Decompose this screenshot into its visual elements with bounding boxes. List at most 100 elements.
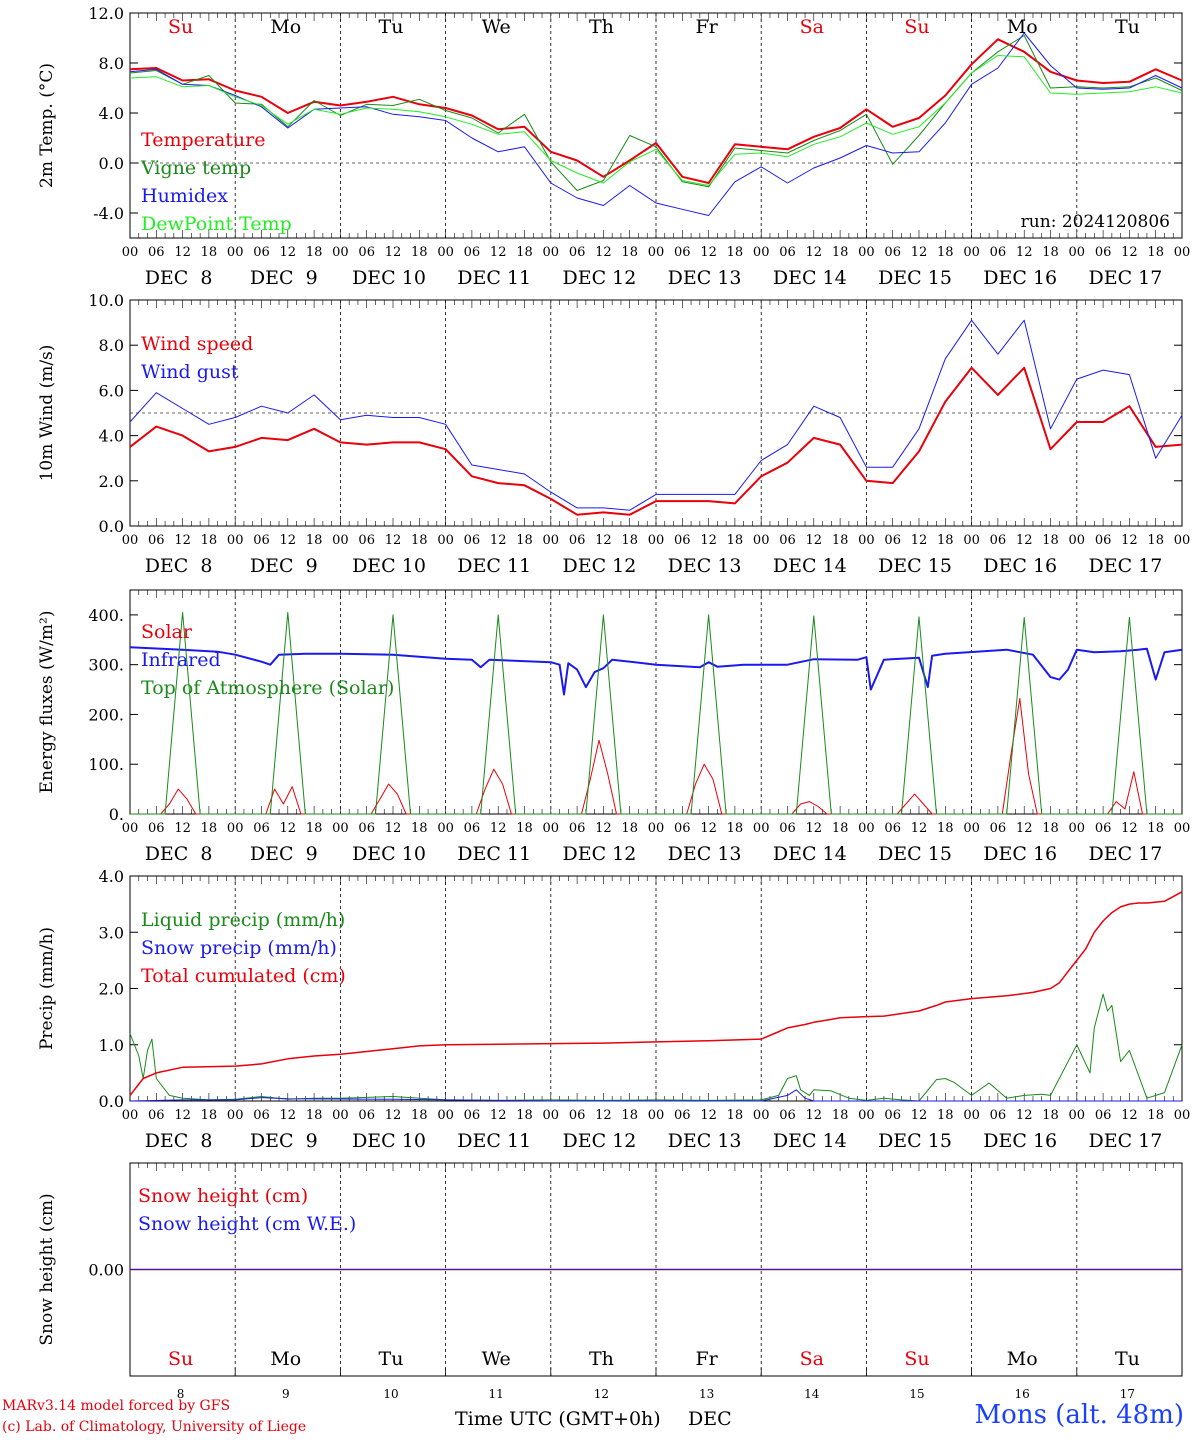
hour-tick-label: 00 bbox=[1174, 533, 1191, 548]
hour-tick-label: 18 bbox=[832, 821, 849, 836]
hour-tick-label: 06 bbox=[779, 245, 796, 260]
hour-tick-label: 18 bbox=[1042, 821, 1059, 836]
hour-tick-label: 06 bbox=[1095, 821, 1112, 836]
hour-tick-label: 00 bbox=[858, 533, 875, 548]
legend-entry: Temperature bbox=[141, 129, 265, 151]
hour-tick-label: 12 bbox=[280, 821, 297, 836]
hour-tick-label: 18 bbox=[1147, 1108, 1164, 1123]
series-line-3 bbox=[129, 891, 1183, 1096]
y-tick-label: 4.0 bbox=[99, 867, 124, 886]
date-label: DEC 14 bbox=[773, 555, 847, 577]
hour-tick-label: 12 bbox=[490, 533, 507, 548]
y-tick-label: 0. bbox=[109, 805, 124, 824]
hour-tick-label: 12 bbox=[700, 1108, 717, 1123]
hour-tick-label: 00 bbox=[963, 821, 980, 836]
hour-tick-label: 00 bbox=[753, 533, 770, 548]
hour-tick-label: 06 bbox=[569, 533, 586, 548]
hour-tick-label: 00 bbox=[227, 821, 244, 836]
day-number-label: 12 bbox=[594, 1387, 609, 1401]
hour-tick-label: 18 bbox=[411, 533, 428, 548]
hour-tick-label: 18 bbox=[411, 245, 428, 260]
weekday-label: Su bbox=[168, 16, 193, 38]
weekday-label: Mo bbox=[270, 1348, 301, 1370]
day-number-label: 16 bbox=[1015, 1387, 1030, 1401]
hour-tick-label: 06 bbox=[779, 533, 796, 548]
date-label: DEC 15 bbox=[878, 1130, 952, 1152]
hour-tick-label: 06 bbox=[884, 533, 901, 548]
hour-tick-label: 18 bbox=[832, 245, 849, 260]
hour-tick-label: 18 bbox=[411, 1108, 428, 1123]
hour-tick-label: 12 bbox=[174, 821, 191, 836]
legend-entry: Solar bbox=[141, 621, 193, 643]
hour-tick-label: 06 bbox=[674, 1108, 691, 1123]
day-number-label: 14 bbox=[804, 1387, 820, 1401]
hour-tick-label: 18 bbox=[201, 245, 218, 260]
hour-tick-label: 12 bbox=[700, 821, 717, 836]
hour-tick-label: 00 bbox=[963, 1108, 980, 1123]
y-tick-label: 3.0 bbox=[99, 923, 124, 942]
hour-tick-label: 06 bbox=[884, 1108, 901, 1123]
legend-entry: Vigne temp bbox=[140, 157, 251, 179]
hour-tick-label: 12 bbox=[806, 533, 823, 548]
hour-tick-label: 12 bbox=[1121, 533, 1138, 548]
hour-tick-label: 18 bbox=[1147, 245, 1164, 260]
hour-tick-label: 00 bbox=[753, 245, 770, 260]
hour-tick-label: 00 bbox=[1174, 245, 1191, 260]
hour-tick-label: 00 bbox=[1069, 245, 1086, 260]
hour-tick-label: 06 bbox=[569, 1108, 586, 1123]
date-label: DEC 12 bbox=[562, 267, 636, 289]
weekday-label: Tu bbox=[1115, 1348, 1140, 1370]
hour-tick-label: 06 bbox=[253, 533, 270, 548]
hour-tick-label: 18 bbox=[937, 821, 954, 836]
hour-tick-label: 06 bbox=[1095, 1108, 1112, 1123]
legend-entry: Humidex bbox=[141, 185, 228, 207]
date-label: DEC 10 bbox=[352, 267, 426, 289]
weekday-label: Th bbox=[589, 1348, 614, 1370]
hour-tick-label: 00 bbox=[963, 245, 980, 260]
y-tick-label: 0.0 bbox=[99, 1092, 124, 1111]
legend-entry: Liquid precip (mm/h) bbox=[141, 909, 345, 931]
legend-entry: Top of Atmosphere (Solar) bbox=[141, 677, 394, 699]
hour-tick-label: 00 bbox=[332, 821, 349, 836]
date-label: DEC 9 bbox=[250, 267, 318, 289]
weekday-label: Mo bbox=[1007, 1348, 1038, 1370]
y-tick-label: 4.0 bbox=[99, 427, 124, 446]
date-label: DEC 14 bbox=[773, 843, 847, 865]
hour-tick-label: 00 bbox=[1069, 533, 1086, 548]
date-label: DEC 13 bbox=[668, 555, 742, 577]
weekday-label: Tu bbox=[379, 1348, 404, 1370]
hour-tick-label: 00 bbox=[332, 1108, 349, 1123]
date-label: DEC 17 bbox=[1088, 267, 1162, 289]
hour-tick-label: 06 bbox=[1095, 533, 1112, 548]
date-label: DEC 15 bbox=[878, 555, 952, 577]
legend-entry: Infrared bbox=[141, 649, 221, 671]
legend-entry: Wind gust bbox=[141, 361, 239, 383]
run-label: run: 2024120806 bbox=[1021, 212, 1170, 232]
hour-tick-label: 06 bbox=[464, 245, 481, 260]
date-label: DEC 16 bbox=[983, 555, 1057, 577]
hour-tick-label: 12 bbox=[1016, 821, 1033, 836]
y-axis-label: Snow height (cm) bbox=[37, 1193, 57, 1345]
hour-tick-label: 06 bbox=[674, 533, 691, 548]
hour-tick-label: 06 bbox=[464, 1108, 481, 1123]
hour-tick-label: 18 bbox=[727, 1108, 744, 1123]
hour-tick-label: 18 bbox=[306, 245, 323, 260]
weekday-label: Fr bbox=[695, 16, 718, 38]
hour-tick-label: 12 bbox=[700, 245, 717, 260]
hour-tick-label: 18 bbox=[1147, 821, 1164, 836]
weekday-label: Tu bbox=[379, 16, 404, 38]
weekday-label: Sa bbox=[800, 16, 824, 38]
y-tick-label: 1.0 bbox=[99, 1036, 124, 1055]
date-label: DEC 10 bbox=[352, 1130, 426, 1152]
hour-tick-label: 00 bbox=[1069, 1108, 1086, 1123]
hour-tick-label: 18 bbox=[1147, 533, 1164, 548]
date-label: DEC 12 bbox=[562, 843, 636, 865]
plot-frame bbox=[129, 589, 1183, 815]
hour-tick-label: 12 bbox=[280, 245, 297, 260]
hour-tick-label: 12 bbox=[385, 821, 402, 836]
panel-2: 10.0 8.0 6.0 4.0 2.0 0.0 10m Wind (m/s) Wind sp… bbox=[37, 291, 1190, 577]
hour-tick-label: 18 bbox=[411, 821, 428, 836]
hour-tick-label: 00 bbox=[1069, 821, 1086, 836]
hour-tick-label: 06 bbox=[569, 821, 586, 836]
y-tick-label: 300. bbox=[88, 656, 124, 675]
